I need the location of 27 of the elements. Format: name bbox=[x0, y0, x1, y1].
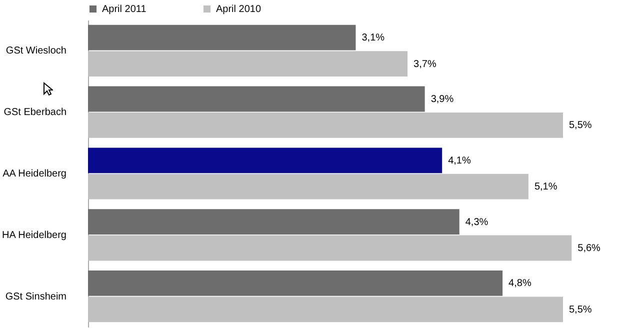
data-label: 5,1% bbox=[534, 182, 558, 193]
data-label: 4,3% bbox=[465, 216, 488, 228]
y-tick-label: GSt Sinsheim bbox=[5, 291, 66, 302]
bar bbox=[88, 270, 503, 296]
data-label: 5,5% bbox=[569, 120, 592, 132]
bar bbox=[88, 51, 408, 76]
bar bbox=[88, 112, 563, 138]
data-label: 4,1% bbox=[448, 155, 471, 166]
bar bbox=[88, 209, 460, 235]
bar bbox=[88, 174, 528, 200]
legend-label: April 2010 bbox=[216, 4, 262, 15]
y-tick-label: AA Heidelberg bbox=[2, 168, 66, 180]
data-label: 5,5% bbox=[569, 304, 592, 316]
data-label: 3,7% bbox=[414, 58, 436, 70]
bar bbox=[88, 235, 572, 261]
data-label: 3,9% bbox=[430, 94, 454, 106]
data-label: 4,8% bbox=[508, 278, 532, 290]
y-tick-label: GSt Eberbach bbox=[4, 107, 66, 118]
data-label: 5,6% bbox=[578, 242, 601, 254]
legend-label: April 2011 bbox=[102, 4, 147, 15]
y-tick-label: HA Heidelberg bbox=[2, 230, 66, 241]
data-label: 3,1% bbox=[362, 32, 385, 44]
bar bbox=[88, 296, 563, 322]
bar bbox=[88, 148, 442, 174]
y-tick-label: GSt Wiesloch bbox=[6, 46, 66, 57]
bar bbox=[88, 24, 356, 50]
bar bbox=[88, 86, 425, 112]
